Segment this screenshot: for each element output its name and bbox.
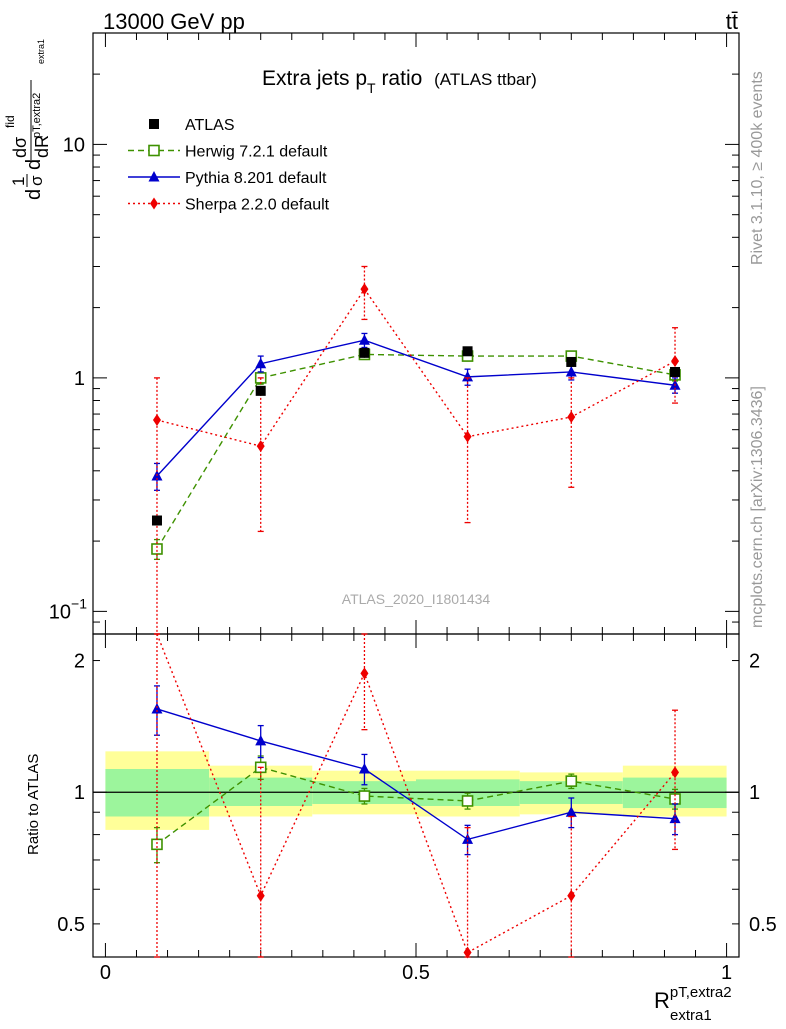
ylabel-dsigma: dσ: [10, 137, 30, 158]
main-series-3-marker-2: [360, 283, 369, 296]
legend-marker-0: [149, 119, 159, 129]
side-label-top: Rivet 3.1.10, ≥ 400k events: [749, 71, 766, 265]
legend-label-1: Herwig 7.2.1 default: [185, 144, 328, 161]
main-series-3-marker-5: [671, 355, 680, 368]
ratio-series-2-line: [156, 633, 676, 954]
process-label: tt̄: [726, 9, 738, 34]
main-ytick-label-1: 1: [74, 368, 85, 390]
energy-label: 13000 GeV pp: [103, 9, 245, 34]
main-series-3-marker-0: [152, 414, 161, 427]
ratio-series-1-marker-2: [358, 762, 370, 774]
main-ytick-label-2: 10: [63, 134, 85, 156]
ylabel-dR: dR: [32, 135, 52, 158]
chart-title-main: Extra jets p: [262, 67, 367, 90]
ylabel-one: 1: [9, 177, 28, 186]
ratio-ytick-label-left-1: 1: [74, 782, 85, 804]
ratio-ytick-label-right-1: 1: [749, 782, 760, 804]
ratio-series-2-marker-4: [567, 889, 576, 902]
ratio-series-2-marker-2: [360, 667, 369, 680]
ylabel-pt-extra2: pT,extra2: [31, 93, 43, 138]
ratio-ytick-label-right-2: 2: [749, 651, 760, 673]
main-series-2-marker-4: [565, 365, 577, 377]
ratio-series-0-marker-4: [565, 775, 578, 787]
main-series-0-marker-3: [462, 346, 473, 357]
ratio-series-1-marker-1: [255, 734, 267, 746]
ratio-series-1-marker-0: [151, 702, 163, 714]
ylabel-fid: fid: [3, 115, 17, 128]
x-axis-label-sup: pT,extra2: [670, 984, 732, 1001]
xtick-label-2: 1: [721, 962, 732, 984]
ratio-series-2-marker-1: [256, 889, 265, 902]
main-series-2-marker-2: [358, 334, 370, 345]
main-series-1-line: [156, 353, 676, 550]
ratio-ytick-label-left-2: 2: [74, 651, 85, 673]
main-series-3-marker-3: [463, 430, 472, 443]
legend: ATLAS Herwig 7.2.1 default Pythia 8.201 de…: [128, 117, 330, 214]
main-series-0-marker-4: [566, 356, 577, 367]
ylabel-extra1: extra1: [36, 39, 46, 64]
ratio-ytick-label-right-0: 0.5: [749, 914, 777, 936]
legend-marker-2: [148, 171, 160, 182]
ratio-series-0-marker-3: [461, 795, 474, 807]
main-ytick-exp-0: −1: [71, 595, 87, 611]
legend-marker-1: [148, 144, 160, 157]
chart-title-note: (ATLAS ttbar): [434, 70, 537, 89]
main-series-0-marker-0: [151, 515, 162, 526]
chart-title-suffix: ratio: [376, 67, 423, 90]
main-series-0-marker-2: [359, 347, 370, 358]
x-axis-label-sub: extra1: [670, 1007, 712, 1024]
analysis-watermark: ATLAS_2020_I1801434: [342, 591, 491, 607]
ratio-y-axis-label: Ratio to ATLAS: [25, 754, 42, 855]
ylabel-d2: d: [23, 159, 45, 170]
main-ytick-label-0: 10: [49, 601, 71, 623]
legend-label-0: ATLAS: [185, 117, 235, 134]
chart-title: Extra jets pT ratio (ATLAS ttbar): [262, 67, 537, 96]
chart-title-sub: T: [367, 80, 376, 96]
ratio-series-1-marker-5: [669, 812, 681, 824]
legend-marker-3: [150, 197, 158, 210]
xtick-label-1: 0.5: [402, 962, 430, 984]
main-series-0-marker-1: [255, 385, 266, 396]
x-axis-label-main: R: [654, 988, 670, 1013]
main-series-3-line: [156, 287, 676, 447]
main-series-2-marker-3: [462, 370, 474, 382]
ylabel-d1: d: [23, 189, 45, 200]
ylabel-sigma: σ: [27, 175, 46, 186]
ratio-series-0-marker-2: [358, 790, 371, 802]
main-series-2-marker-1: [255, 357, 267, 369]
x-axis-label: RpT,extra2: [654, 984, 732, 1013]
ratio-series-2-marker-5: [671, 766, 680, 779]
ratio-series-1-marker-3: [462, 833, 474, 844]
side-label-bottom: mcplots.cern.ch [arXiv:1306.3436]: [749, 386, 766, 628]
legend-label-3: Sherpa 2.2.0 default: [185, 197, 330, 214]
ratio-series-2-marker-3: [463, 946, 472, 959]
ratio-series-1-marker-4: [565, 806, 577, 817]
xtick-label-0: 0: [100, 962, 111, 984]
ratio-series-0-line: [156, 766, 676, 845]
main-series-3-marker-4: [567, 410, 576, 423]
main-series-1-marker-0: [151, 543, 163, 555]
main-y-axis-label: d 1 σ d dσ fid dR pT,extra2 extra1: [3, 39, 52, 200]
main-series-2-line: [156, 339, 676, 477]
ratio-series-1-line: [156, 708, 676, 841]
ratio-ytick-label-left-0: 0.5: [57, 914, 85, 936]
main-series-3-marker-1: [256, 440, 265, 453]
main-series-0-marker-5: [670, 366, 681, 377]
legend-label-2: Pythia 8.201 default: [185, 170, 327, 187]
ratio-panel: 0.5 0.5 1 1 2 2 0 0.5 1: [57, 633, 777, 984]
